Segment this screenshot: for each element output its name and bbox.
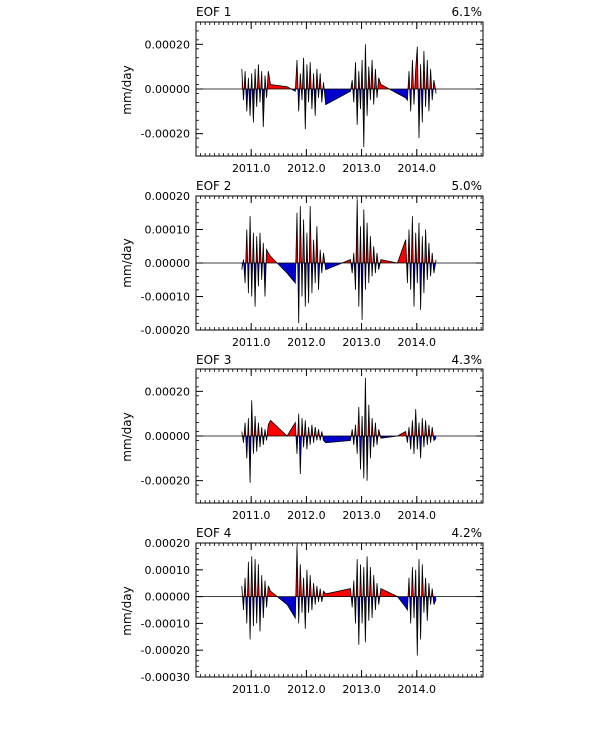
y-tick-label: 0.00010 bbox=[145, 224, 191, 237]
y-tick-label: -0.00030 bbox=[141, 671, 190, 684]
x-tick-label: 2011.0 bbox=[232, 683, 271, 696]
x-tick-label: 2012.0 bbox=[287, 683, 326, 696]
x-tick-label: 2013.0 bbox=[342, 336, 381, 349]
negative-area bbox=[389, 89, 408, 101]
y-tick-label: 0.00000 bbox=[145, 257, 191, 270]
positive-area bbox=[380, 239, 407, 263]
y-tick-label: 0.00000 bbox=[145, 83, 191, 96]
series-line bbox=[241, 377, 437, 483]
panel-title: EOF 4 bbox=[196, 526, 231, 540]
x-tick-label: 2014.0 bbox=[398, 336, 437, 349]
panel-variance: 6.1% bbox=[452, 5, 483, 19]
y-tick-label: -0.00020 bbox=[141, 644, 190, 657]
y-axis-label: mm/day bbox=[120, 238, 134, 288]
x-tick-label: 2014.0 bbox=[398, 162, 437, 175]
negative-area bbox=[324, 89, 351, 105]
eof-panel-4: EOF 4 4.2% mm/day 2011.0 2012.0 2013.0 2014… bbox=[120, 526, 484, 696]
eof-panel-1: EOF 1 6.1% mm/day 2011.0 2012.0 2013.0 2014… bbox=[120, 5, 484, 175]
x-tick-label: 2011.0 bbox=[232, 336, 271, 349]
y-tick-label: -0.00020 bbox=[141, 324, 190, 337]
x-tick-label: 2013.0 bbox=[342, 683, 381, 696]
x-tick-label: 2011.0 bbox=[232, 162, 271, 175]
positive-area bbox=[322, 588, 352, 597]
y-axis-label: mm/day bbox=[120, 65, 134, 115]
plot-frame bbox=[195, 542, 484, 678]
eof-panel-3: EOF 3 4.3% mm/day 2011.0 2012.0 2013.0 2014… bbox=[120, 353, 484, 522]
y-tick-label: -0.00020 bbox=[141, 475, 190, 488]
series-line bbox=[241, 199, 437, 324]
x-tick-label: 2014.0 bbox=[398, 509, 437, 522]
panel-variance: 4.2% bbox=[452, 526, 483, 540]
y-tick-label: 0.00000 bbox=[145, 591, 191, 604]
panel-title: EOF 2 bbox=[196, 179, 231, 193]
series-line bbox=[241, 545, 437, 656]
eof-panel-2: EOF 2 5.0% mm/day 2011.0 2012.0 2013.0 2014… bbox=[120, 179, 484, 349]
positive-area bbox=[267, 585, 278, 597]
x-tick-label: 2012.0 bbox=[287, 336, 326, 349]
y-tick-label: 0.00000 bbox=[145, 430, 191, 443]
panel-title: EOF 1 bbox=[196, 5, 231, 19]
x-tick-label: 2014.0 bbox=[398, 683, 437, 696]
x-tick-label: 2012.0 bbox=[287, 162, 326, 175]
x-tick-label: 2013.0 bbox=[342, 509, 381, 522]
positive-area bbox=[377, 77, 390, 89]
y-tick-label: -0.00010 bbox=[141, 291, 190, 304]
panel-title: EOF 3 bbox=[196, 353, 231, 367]
positive-area bbox=[266, 249, 278, 263]
panel-variance: 4.3% bbox=[452, 353, 483, 367]
series-line bbox=[241, 44, 437, 148]
positive-area bbox=[267, 71, 292, 89]
y-tick-label: -0.00020 bbox=[141, 128, 190, 141]
x-tick-label: 2011.0 bbox=[232, 509, 271, 522]
panel-variance: 5.0% bbox=[452, 179, 483, 193]
y-tick-label: 0.00020 bbox=[145, 38, 191, 51]
y-axis-label: mm/day bbox=[120, 412, 134, 462]
y-tick-label: 0.00020 bbox=[145, 385, 191, 398]
y-tick-label: 0.00020 bbox=[145, 537, 191, 550]
y-tick-label: 0.00020 bbox=[145, 190, 191, 203]
y-axis-label: mm/day bbox=[120, 586, 134, 636]
x-tick-label: 2012.0 bbox=[287, 509, 326, 522]
x-tick-label: 2013.0 bbox=[342, 162, 381, 175]
y-tick-label: -0.00010 bbox=[141, 617, 190, 630]
negative-area bbox=[277, 263, 296, 284]
negative-area bbox=[277, 596, 296, 618]
y-tick-label: 0.00010 bbox=[145, 564, 191, 577]
